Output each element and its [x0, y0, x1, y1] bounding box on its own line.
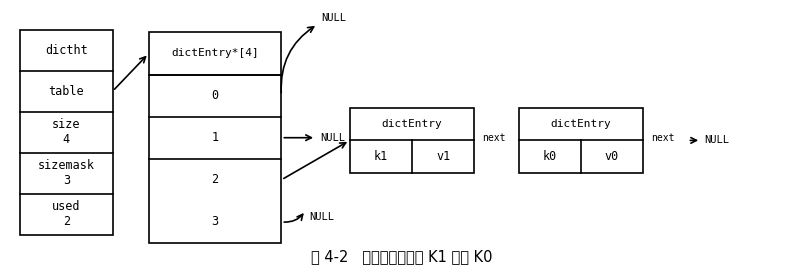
Text: sizemask
3: sizemask 3: [38, 159, 95, 187]
Bar: [349, 108, 474, 173]
Bar: [149, 32, 281, 243]
Text: 图 4-2   连接在一起的键 K1 和键 K0: 图 4-2 连接在一起的键 K1 和键 K0: [311, 249, 492, 265]
Text: dictht: dictht: [45, 44, 88, 57]
Bar: [20, 30, 112, 235]
Text: dictEntry: dictEntry: [550, 119, 610, 129]
Text: 1: 1: [211, 131, 218, 144]
Bar: [518, 108, 642, 173]
Text: NULL: NULL: [309, 212, 334, 222]
Text: v0: v0: [604, 150, 618, 163]
Text: dictEntry*[4]: dictEntry*[4]: [171, 48, 259, 59]
Text: k0: k0: [542, 150, 556, 163]
Text: v1: v1: [435, 150, 450, 163]
Text: NULL: NULL: [321, 12, 346, 23]
Text: NULL: NULL: [320, 133, 344, 143]
Text: 2: 2: [211, 173, 218, 186]
Text: next: next: [650, 133, 674, 143]
Text: NULL: NULL: [703, 135, 728, 146]
Text: 3: 3: [211, 215, 218, 228]
Text: next: next: [482, 133, 505, 143]
Text: dictEntry: dictEntry: [381, 119, 442, 129]
Text: size
4: size 4: [52, 118, 80, 146]
Text: used
2: used 2: [52, 200, 80, 228]
Text: 0: 0: [211, 89, 218, 102]
Text: table: table: [48, 85, 84, 98]
Text: k1: k1: [373, 150, 388, 163]
